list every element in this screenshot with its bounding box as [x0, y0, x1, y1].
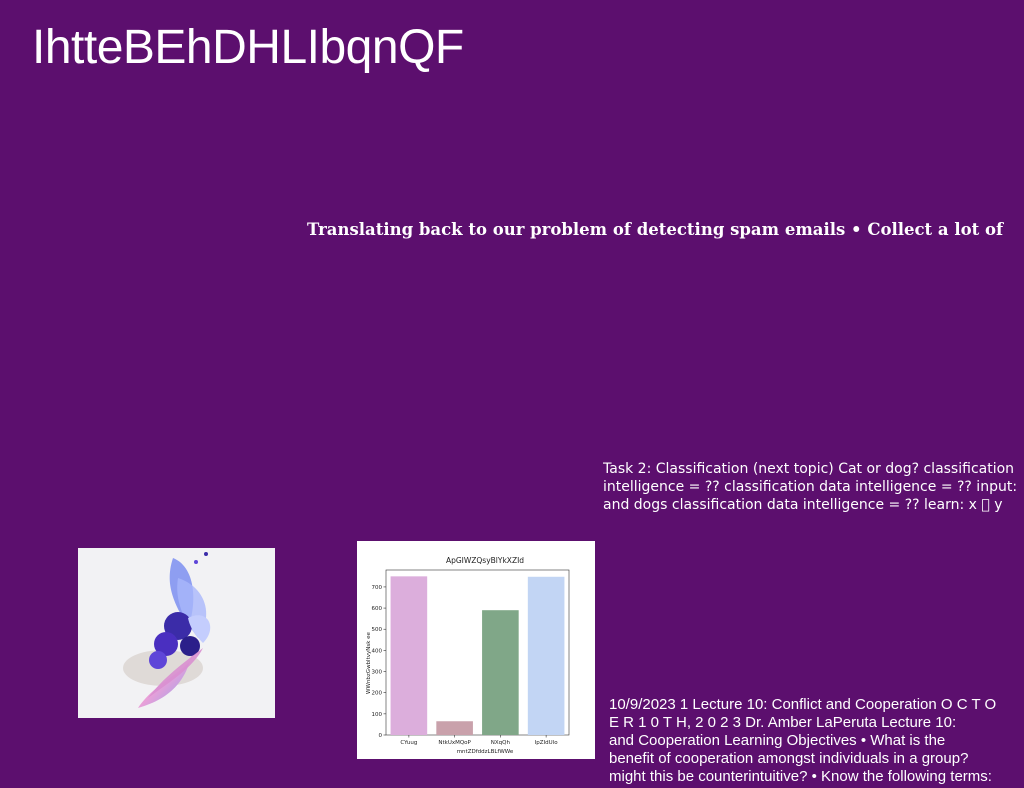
flower-illustration [78, 548, 275, 718]
lecture-text-block: 10/9/2023 1 Lecture 10: Conflict and Coo… [609, 696, 1024, 786]
lecture-line: and Cooperation Learning Objectives • Wh… [609, 732, 946, 749]
task-line: intelligence = ?? classification data in… [603, 479, 1018, 495]
y-tick-label: 600 [372, 606, 383, 612]
x-tick-label: IpZIdUlo [535, 740, 559, 746]
x-tick-label: NXqQh [491, 740, 511, 746]
y-tick-label: 500 [372, 627, 383, 633]
bar-chart: ApGIWZQsyBlYkXZId WWnbzGwbltvyNsk ee mnt… [357, 541, 595, 759]
flower-photo [78, 548, 275, 718]
lecture-line: might this be counterintuitive? • Know t… [609, 768, 992, 785]
bar [527, 576, 565, 735]
chart-title: ApGIWZQsyBlYkXZId [446, 556, 524, 565]
y-tick-label: 400 [372, 648, 383, 654]
y-tick-label: 200 [372, 691, 383, 697]
y-tick-label: 100 [372, 712, 383, 718]
y-tick-label: 0 [379, 733, 383, 739]
lecture-line: E R 1 0 T H, 2 0 2 3 Dr. Amber LaPeruta … [609, 714, 957, 731]
x-tick-label: NtkUxMQoP [438, 740, 471, 746]
classification-text-block: Task 2: Classification (next topic) Cat … [603, 460, 1023, 514]
y-tick-label: 300 [372, 670, 383, 676]
bar [390, 576, 428, 735]
task-line: Task 2: Classification (next topic) Cat … [603, 461, 1015, 477]
bar [436, 721, 473, 735]
plot-frame [385, 569, 570, 736]
spam-email-caption: Translating back to our problem of detec… [307, 220, 1004, 239]
bar [482, 610, 519, 735]
chart-y-axis-label: WWnbzGwbltvyNsk ee [366, 631, 372, 693]
lecture-line: 10/9/2023 1 Lecture 10: Conflict and Coo… [609, 696, 997, 713]
bar-chart-svg: ApGIWZQsyBlYkXZId WWnbzGwbltvyNsk ee mnt… [366, 556, 570, 755]
y-tick-label: 700 [372, 585, 383, 591]
task-line: and dogs classification data intelligenc… [603, 497, 1003, 513]
lecture-line: benefit of cooperation amongst individua… [609, 750, 969, 767]
chart-x-axis-label: mntZDfddzLBLfWWe [457, 749, 514, 755]
x-tick-label: CYuug [400, 740, 417, 746]
slide-title: IhtteBEhDHLIbqnQF [32, 21, 464, 74]
